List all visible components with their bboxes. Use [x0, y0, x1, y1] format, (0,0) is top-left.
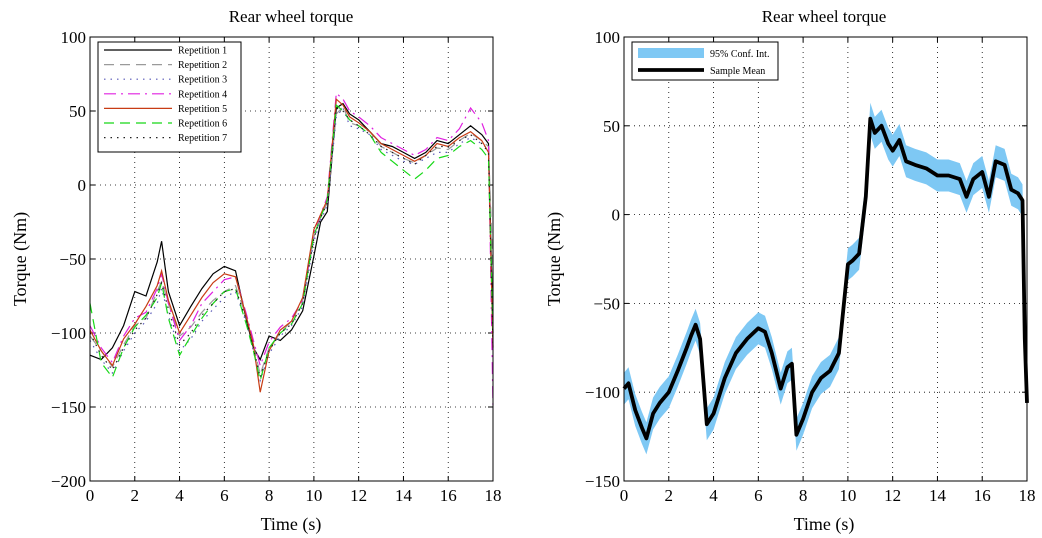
series-line-repetition-3 [89, 106, 494, 383]
x-tick-label: 16 [974, 486, 991, 505]
chart-left: Rear wheel torque 0 2 4 6 8 10 12 14 16 18100500−… [10, 7, 502, 535]
chart-left-xlabel: Time (s) [261, 514, 322, 535]
x-tick-label: 2 [131, 486, 140, 505]
x-tick-label: 14 [929, 486, 947, 505]
legend-label: Repetition 1 [178, 46, 227, 57]
x-tick-label: 0 [620, 486, 629, 505]
chart-right-legend: 95% Conf. Int. Sample Mean [631, 41, 779, 81]
y-tick-label: 0 [78, 176, 87, 195]
y-tick-label: 100 [61, 28, 87, 47]
x-tick-label: 6 [754, 486, 763, 505]
y-tick-label: 100 [595, 28, 621, 47]
x-tick-label: 0 [86, 486, 95, 505]
chart-left-ticks: 0 2 4 6 8 10 12 14 16 18 100 50 0 −50 −100 −150 −200 [51, 28, 502, 505]
y-tick-label: 50 [603, 117, 620, 136]
x-tick-label: 4 [709, 486, 718, 505]
y-tick-label: −100 [51, 324, 86, 343]
legend-label: Repetition 5 [178, 104, 227, 115]
chart-left-series [89, 91, 494, 408]
y-tick-label: −50 [593, 294, 620, 313]
series-line-repetition-5 [89, 97, 494, 393]
x-tick-label: 12 [884, 486, 901, 505]
chart-right-axes-box [623, 36, 1028, 482]
legend-label: Repetition 4 [178, 89, 227, 100]
chart-right-ylabel: Torque (Nm) [544, 212, 565, 306]
x-tick-label: 8 [799, 486, 808, 505]
series-line-repetition-2 [89, 105, 494, 377]
chart-left-axes-box [89, 36, 494, 482]
x-tick-label: 4 [175, 486, 184, 505]
y-tick-label: −50 [59, 250, 86, 269]
y-tick-label: 50 [69, 102, 86, 121]
y-tick-label: −100 [585, 383, 620, 402]
x-tick-label: 10 [839, 486, 856, 505]
chart-right-xlabel: Time (s) [794, 514, 855, 535]
y-tick-label: 0 [612, 206, 621, 225]
x-tick-label: 18 [1019, 486, 1036, 505]
x-tick-label: 10 [305, 486, 322, 505]
legend-label: Repetition 7 [178, 133, 227, 144]
y-tick-label: −150 [585, 472, 620, 491]
x-tick-label: 16 [440, 486, 457, 505]
legend-label: 95% Conf. Int. [710, 49, 769, 60]
chart-left-legend: Repetition 1 Repetition 2 Repetition 3 Repe… [97, 41, 242, 153]
chart-right-title: Rear wheel torque [762, 7, 887, 26]
chart-left-grid [90, 37, 493, 481]
x-tick-label: 18 [485, 486, 502, 505]
confidence-band [624, 102, 1027, 455]
x-tick-label: 6 [220, 486, 229, 505]
x-tick-label: 8 [265, 486, 274, 505]
legend-label: Repetition 2 [178, 60, 227, 71]
x-tick-label: 12 [350, 486, 367, 505]
chart-left-title: Rear wheel torque [229, 7, 354, 26]
series-line-repetition-1 [89, 102, 494, 361]
chart-right-ticks: 0 2 4 6 8 10 12 14 16 18 100 50 0 −50 −100 −150 [585, 28, 1036, 505]
legend-label: Sample Mean [710, 66, 765, 77]
x-tick-label: 14 [395, 486, 413, 505]
chart-right: Rear wheel torque 0 2 4 6 8 10 12 14 16 18100500−… [544, 7, 1036, 535]
chart-right-grid [624, 37, 1027, 481]
sample-mean-line [622, 116, 1029, 441]
y-tick-label: −150 [51, 398, 86, 417]
chart-right-legend-box [631, 41, 779, 81]
legend-swatch-band [638, 48, 704, 58]
y-tick-label: −200 [51, 472, 86, 491]
legend-label: Repetition 6 [178, 119, 227, 130]
chart-left-legend-box [97, 41, 242, 153]
chart-right-series [622, 102, 1029, 455]
x-tick-label: 2 [665, 486, 674, 505]
chart-left-ylabel: Torque (Nm) [10, 212, 31, 306]
legend-label: Repetition 3 [178, 75, 227, 86]
series-line-repetition-6 [89, 103, 494, 381]
